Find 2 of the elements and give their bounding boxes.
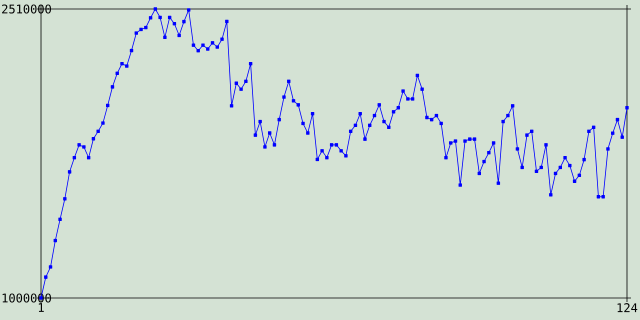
x-tick-label: 124 — [618, 303, 638, 312]
x-tick-label: 1 — [38, 303, 44, 312]
